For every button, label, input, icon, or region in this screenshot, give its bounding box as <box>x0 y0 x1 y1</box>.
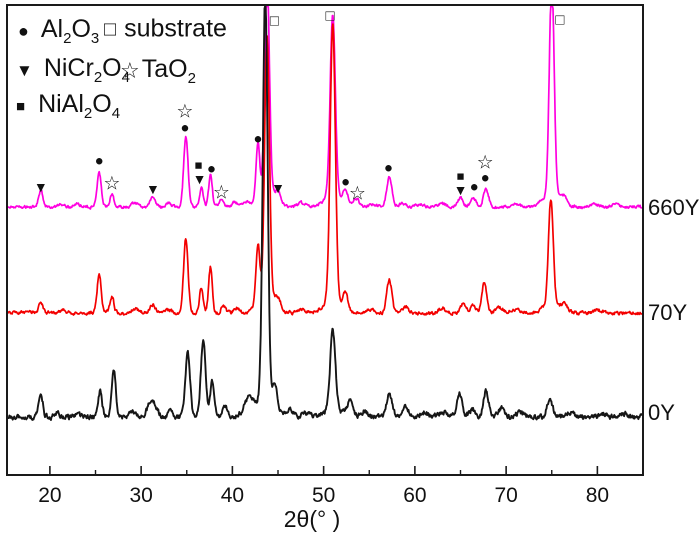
x-tick-label-30: 30 <box>129 484 153 507</box>
substrate-open-square-icon: □ <box>104 18 117 40</box>
nicr2o4-triangle-down-marker-icon: ▼ <box>453 182 468 198</box>
tao2-star-marker-icon: ☆ <box>212 182 230 204</box>
substrate-open-square-marker-icon: □ <box>269 12 279 30</box>
al2o3-circle-icon: ● <box>18 21 29 41</box>
al2o3-circle-marker-icon: ● <box>383 159 393 177</box>
al2o3-circle-marker-icon: ● <box>253 130 263 148</box>
al2o3-circle-marker-icon: ● <box>94 152 104 170</box>
al2o3-circle-marker-icon: ● <box>206 160 216 178</box>
nicr2o4-triangle-down-marker-icon: ▼ <box>192 171 207 187</box>
x-axis-title: 2θ(° ) <box>283 506 341 532</box>
legend-item-tao2: ☆ TaO2 <box>120 55 196 87</box>
x-tick-label-70: 70 <box>494 484 518 507</box>
legend-item-substrate: □ substrate <box>104 15 227 44</box>
legend-item-nial2o4: ■ NiAl2O4 <box>16 90 120 122</box>
al2o3-circle-marker-icon: ● <box>180 119 190 137</box>
nial2o4-square-icon: ■ <box>16 97 26 115</box>
substrate-open-square-marker-icon: □ <box>555 11 565 29</box>
al2o3-circle-marker-icon: ● <box>340 173 351 191</box>
trace-label-0Y: 0Y <box>648 400 675 425</box>
nicr2o4-triangle-down-marker-icon: ▼ <box>146 181 160 197</box>
trace-label-70Y: 70Y <box>648 300 688 325</box>
al2o3-circle-marker-icon: ● <box>469 178 479 196</box>
trace-label-660Y: 660Y <box>648 195 700 220</box>
x-tick-label-20: 20 <box>38 484 62 507</box>
tao2-star-marker-icon: ☆ <box>476 152 494 174</box>
tao2-star-marker-icon: ☆ <box>348 183 366 205</box>
tao2-star-icon: ☆ <box>120 58 140 83</box>
x-tick-label-50: 50 <box>311 484 336 507</box>
x-tick-label-80: 80 <box>585 484 610 507</box>
al2o3-circle-marker-icon: ● <box>480 169 490 187</box>
tao2-star-marker-icon: ☆ <box>176 101 194 123</box>
nicr2o4-triangle-down-marker-icon: ▼ <box>33 179 48 195</box>
trace-0Y <box>6 5 643 421</box>
tao2-star-marker-icon: ☆ <box>103 173 121 195</box>
x-tick-label-60: 60 <box>403 484 427 507</box>
legend-label-al2o3: Al2O3 <box>40 15 100 47</box>
trace-70Y <box>6 23 643 316</box>
trace-660Y <box>7 5 643 210</box>
legend-item-nicr2o4: ▼ NiCr2O4 <box>16 54 130 86</box>
plot-border <box>6 4 644 476</box>
nicr2o4-triangle-down-marker-icon: ▼ <box>271 180 285 196</box>
legend-label-nial2o4: NiAl2O4 <box>38 90 121 122</box>
nial2o4-square-marker-icon: ■ <box>456 168 465 184</box>
nial2o4-square-marker-icon: ■ <box>194 157 203 173</box>
nicr2o4-triangle-icon: ▼ <box>16 60 33 80</box>
legend-label-substrate: substrate <box>124 14 227 43</box>
legend-label-nicr2o4: NiCr2O4 <box>43 54 130 86</box>
legend-item-al2o3: ● Al2O3 <box>18 15 99 47</box>
x-tick-label-40: 40 <box>220 484 245 507</box>
legend-label-tao2: TaO2 <box>141 55 196 87</box>
substrate-open-square-marker-icon: □ <box>325 7 335 25</box>
